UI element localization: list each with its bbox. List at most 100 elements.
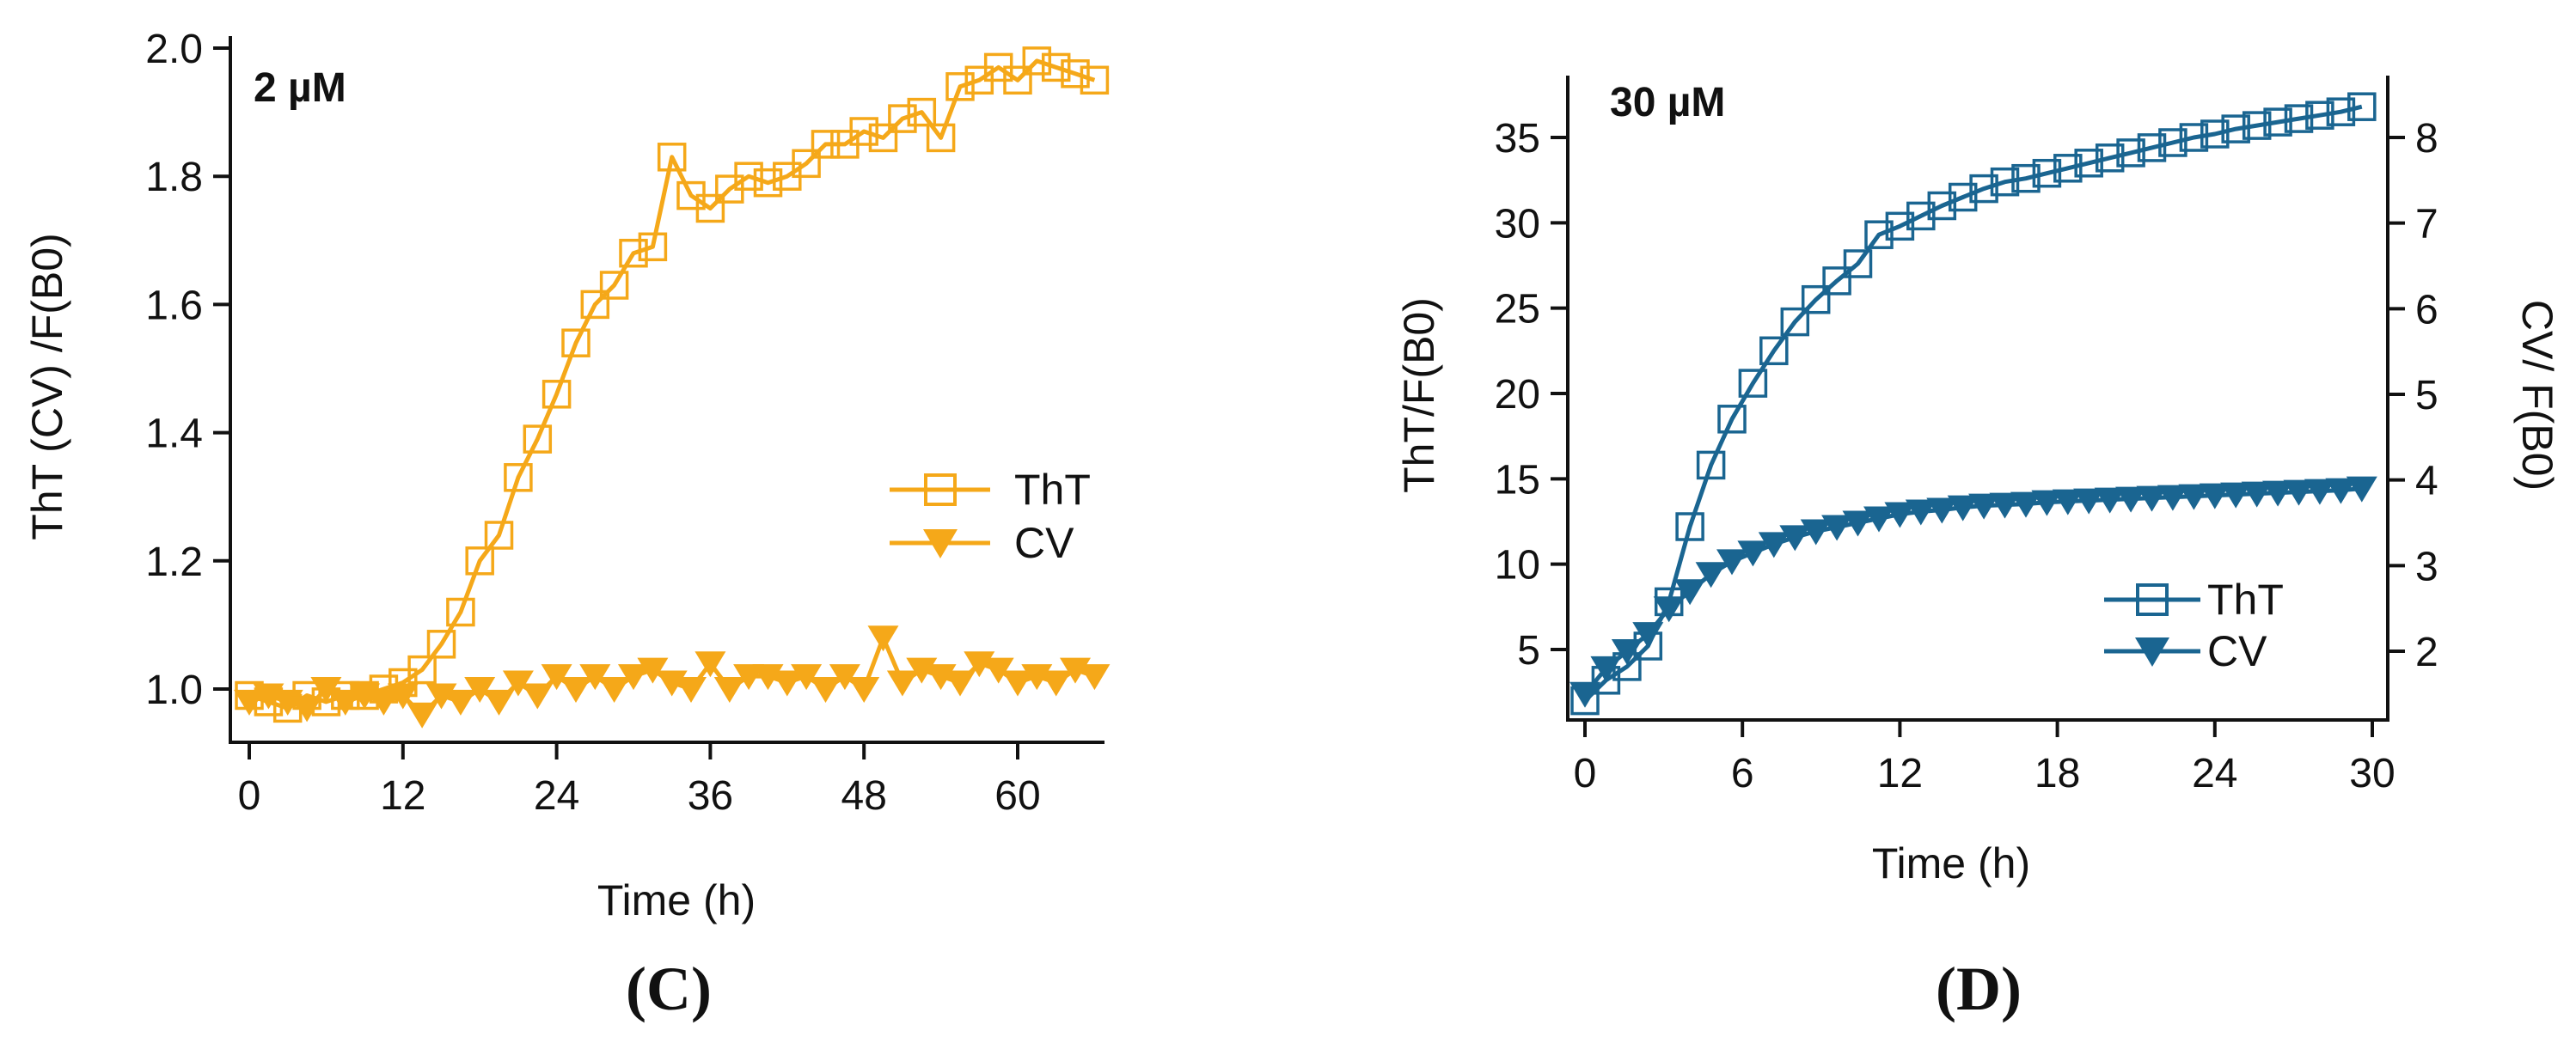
legend-cv-label: CV — [2207, 627, 2267, 675]
panel-d-cv-point — [2094, 487, 2126, 514]
panel-d-cv-point — [2157, 485, 2188, 511]
panel-c-cv-point — [1079, 664, 1111, 691]
panel-d-tht-point — [1885, 211, 1915, 241]
panel-d-tht-point — [1675, 512, 1704, 541]
panel-d-tht-point — [1822, 266, 1851, 296]
panel-c-tht-point — [542, 380, 572, 409]
panel-c-tht-point — [446, 597, 475, 627]
panel-c-tht-point — [561, 328, 590, 357]
panel-d-tht-point — [2053, 154, 2083, 183]
panel-c-y-axis-title: ThT (CV) /F(B0) — [23, 233, 71, 540]
panel-d-tht-point — [1801, 284, 1831, 314]
legend-cv-triangle-icon — [923, 529, 958, 558]
panel-c-tht-point — [504, 463, 533, 492]
legend-cv-triangle-icon — [2135, 637, 2169, 667]
panel-c-x-axis-title: Time (h) — [597, 876, 756, 924]
panel-d-tht-point — [1780, 307, 1810, 337]
panel-d-cv-point — [1779, 525, 1811, 552]
panel-d-tht-point — [2032, 158, 2062, 188]
panel-c-tht-point — [426, 630, 456, 659]
panel-d-cv-point — [1611, 639, 1643, 665]
panel-d-cv-point — [1968, 493, 2000, 520]
legend-tht-label: ThT — [2207, 576, 2284, 624]
panel-c-legend: ThT CV — [890, 466, 1091, 567]
panel-c-tht-line — [248, 58, 1096, 711]
panel-c-cv-point — [829, 664, 860, 691]
panel-d-tht-point — [1696, 450, 1726, 480]
panel-d-tht-point — [1948, 182, 1978, 212]
panel-d-cv-point — [2031, 490, 2063, 516]
panel-c-cv-point — [867, 625, 899, 652]
panel-c-tht-point — [811, 130, 841, 159]
panel-d-letter: (D) — [1936, 955, 2022, 1023]
panel-d-y-axis-title: ThT/F(B0) — [1395, 297, 1443, 493]
panel-c-cv-point — [1002, 670, 1033, 697]
panel-d-tht-point — [2137, 133, 2167, 162]
panel-c-x-tick-label: 48 — [841, 773, 887, 819]
panel-c-tht-point — [1003, 65, 1032, 95]
panel-d-y2-tick-label: 4 — [2415, 459, 2438, 504]
panel-d-x-tick-label: 24 — [2192, 751, 2237, 796]
legend-tht-square-icon — [924, 473, 957, 506]
panel-c-cv-point — [886, 670, 918, 697]
panel-d-cv-point — [1884, 502, 1916, 528]
panel-d-tht-point — [1717, 405, 1747, 434]
panel-d-cv-point — [2052, 489, 2083, 515]
panel-c-cv-point — [464, 677, 496, 703]
panel-c-tht-point — [619, 238, 648, 268]
panel-d-tht-point — [1969, 174, 1998, 204]
legend-cv-label: CV — [1014, 519, 1074, 567]
panel-c-cv-point — [368, 689, 400, 716]
panel-d-cv-point — [2199, 483, 2230, 509]
panel-d-cv-point — [1842, 510, 1874, 537]
panel-d-x-tick-label: 12 — [1877, 751, 1923, 796]
panel-d-y-ticks: 5 10 15 20 25 30 35 — [1495, 116, 1568, 674]
panel-d-cv-point — [1569, 681, 1600, 708]
panel-d-x-tick-label: 6 — [1731, 751, 1754, 796]
panel-c-tht-point — [638, 232, 668, 262]
panel-d-y2-tick-label: 7 — [2415, 202, 2438, 247]
panel-d-tht-point — [1990, 167, 2020, 197]
panel-d-tht-point — [2347, 92, 2377, 121]
panel-d-cv-point — [2241, 481, 2273, 508]
panel-d-cv-point — [1653, 596, 1685, 623]
panel-c-cv-point — [713, 677, 745, 703]
panel-c-tht-point — [792, 149, 821, 179]
panel-d-tht-point — [2200, 119, 2230, 149]
panel-c-cv-point — [329, 689, 361, 716]
panel-c-y-tick-label: 1.4 — [145, 412, 203, 457]
panel-c-cv-point — [637, 657, 669, 684]
panel-c-cv-point — [771, 670, 803, 697]
panel-c-marks — [234, 46, 1111, 729]
panel-d-y2-tick-label: 5 — [2415, 373, 2438, 418]
panel-c-tht-point — [657, 143, 687, 172]
panel-d-y-tick-label: 30 — [1495, 201, 1540, 247]
panel-c-x-ticks: 0 12 24 36 48 60 — [238, 742, 1041, 819]
panel-c-tht-point — [1022, 46, 1052, 76]
panel-d-tht-point — [2116, 138, 2145, 168]
legend-tht-label: ThT — [1014, 466, 1091, 514]
panel-d-y2-tick-label: 6 — [2415, 287, 2438, 332]
panel-c-cv-point — [848, 677, 880, 703]
panel-d-cv-point — [2304, 479, 2335, 505]
panel-c: 0 12 24 36 48 60 1.0 1.2 1.4 1.6 1.8 2.0 2 µM Time… — [23, 27, 1111, 1023]
panel-c-tht-point — [926, 123, 956, 153]
panel-d-tht-point — [1738, 369, 1768, 398]
panel-c-y-tick-label: 2.0 — [145, 27, 203, 72]
panel-d-tht-point — [2011, 163, 2041, 193]
panel-c-tht-point — [945, 72, 975, 101]
panel-d-tht-point — [2305, 101, 2334, 130]
panel-d-cv-point — [1758, 532, 1790, 558]
panel-d-y2-axis-title: CV/ F(B0) — [2513, 300, 2561, 491]
panel-d-cv-point — [1674, 579, 1706, 606]
panel-d-tht-point — [2263, 107, 2292, 137]
panel-c-axes — [229, 36, 1104, 744]
panel-c-tht-point — [695, 193, 725, 223]
panel-d-y-tick-label: 25 — [1495, 287, 1540, 332]
panel-c-cv-point — [982, 657, 1014, 684]
panel-d-cv-point — [2010, 491, 2041, 518]
panel-d-tht-point — [2326, 97, 2356, 126]
panel-c-tht-point — [753, 168, 783, 198]
panel-c-cv-point — [234, 689, 265, 716]
